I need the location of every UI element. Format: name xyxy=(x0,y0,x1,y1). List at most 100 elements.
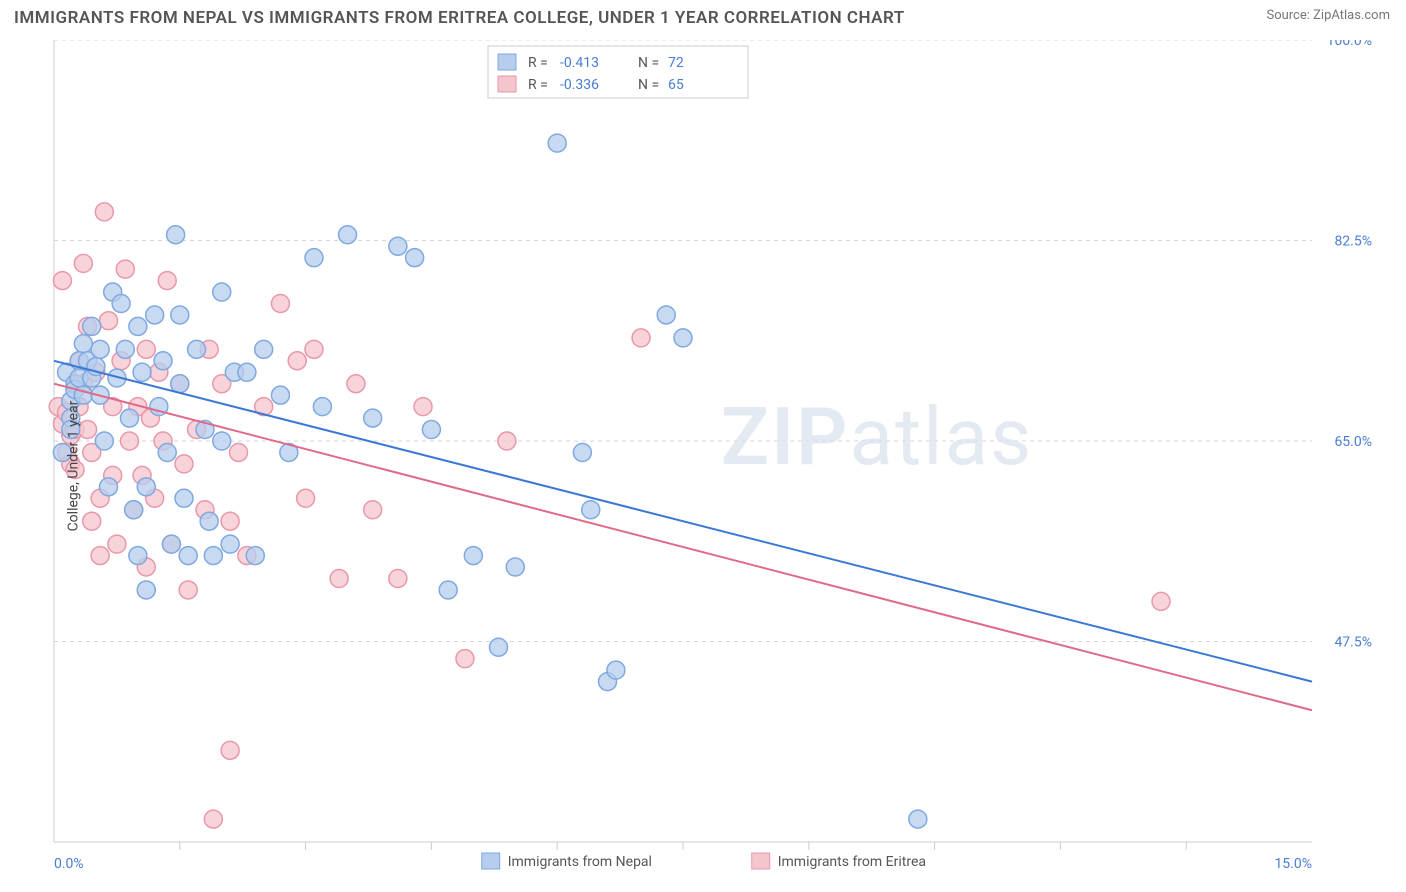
x-tick-label: 15.0% xyxy=(1274,856,1312,872)
data-point xyxy=(129,547,147,565)
data-point xyxy=(116,260,134,278)
data-point xyxy=(389,569,407,587)
data-point xyxy=(204,547,222,565)
data-point xyxy=(167,226,185,244)
y-tick-label: 65.0% xyxy=(1334,434,1372,450)
data-point xyxy=(74,335,92,353)
data-point xyxy=(53,272,71,290)
data-point xyxy=(91,340,109,358)
data-point xyxy=(489,638,507,656)
data-point xyxy=(188,340,206,358)
data-point xyxy=(179,547,197,565)
data-point xyxy=(909,810,927,828)
data-point xyxy=(200,512,218,530)
data-point xyxy=(95,203,113,221)
data-point xyxy=(221,512,239,530)
data-point xyxy=(213,432,231,450)
data-point xyxy=(91,547,109,565)
data-point xyxy=(112,295,130,313)
data-point xyxy=(674,329,692,347)
legend-n-label: N = xyxy=(638,55,659,71)
data-point xyxy=(120,409,138,427)
y-tick-label: 100.0% xyxy=(1327,40,1372,49)
data-point xyxy=(146,306,164,324)
data-point xyxy=(83,512,101,530)
stats-legend-box xyxy=(488,46,748,98)
data-point xyxy=(125,501,143,519)
data-point xyxy=(137,478,155,496)
data-point xyxy=(506,558,524,576)
data-point xyxy=(213,283,231,301)
legend-r-value: -0.336 xyxy=(560,77,599,93)
data-point xyxy=(116,340,134,358)
y-axis-label: College, Under 1 year xyxy=(65,401,81,532)
data-point xyxy=(305,249,323,267)
data-point xyxy=(137,340,155,358)
watermark: ZIPatlas xyxy=(721,390,1034,484)
data-point xyxy=(422,421,440,439)
legend-series-label: Immigrants from Eritrea xyxy=(778,854,926,870)
legend-swatch xyxy=(498,54,516,70)
data-point xyxy=(297,489,315,507)
data-point xyxy=(313,398,331,416)
data-point xyxy=(364,409,382,427)
data-point xyxy=(288,352,306,370)
data-point xyxy=(108,535,126,553)
data-point xyxy=(129,317,147,335)
data-point xyxy=(271,295,289,313)
data-point xyxy=(632,329,650,347)
trend-line xyxy=(54,361,1312,682)
data-point xyxy=(607,661,625,679)
legend-series-label: Immigrants from Nepal xyxy=(508,854,652,870)
data-point xyxy=(582,501,600,519)
data-point xyxy=(230,443,248,461)
data-point xyxy=(255,340,273,358)
legend-swatch xyxy=(482,853,500,869)
data-point xyxy=(171,375,189,393)
data-point xyxy=(364,501,382,519)
data-point xyxy=(221,741,239,759)
data-point xyxy=(1152,592,1170,610)
legend-n-value: 72 xyxy=(668,55,684,71)
legend-r-label: R = xyxy=(528,55,548,71)
data-point xyxy=(414,398,432,416)
data-point xyxy=(464,547,482,565)
data-point xyxy=(158,443,176,461)
data-point xyxy=(498,432,516,450)
data-point xyxy=(238,363,256,381)
data-point xyxy=(246,547,264,565)
data-point xyxy=(548,134,566,152)
data-point xyxy=(162,535,180,553)
legend-swatch xyxy=(752,853,770,869)
legend-swatch xyxy=(498,76,516,92)
data-point xyxy=(158,272,176,290)
data-point xyxy=(456,650,474,668)
data-point xyxy=(657,306,675,324)
correlation-scatter-chart: 47.5%65.0%82.5%100.0%ZIPatlas0.0%15.0%R … xyxy=(14,40,1392,892)
legend-r-value: -0.413 xyxy=(560,55,599,71)
data-point xyxy=(179,581,197,599)
source-label: Source: ZipAtlas.com xyxy=(1266,8,1390,23)
y-tick-label: 82.5% xyxy=(1334,234,1372,250)
y-tick-label: 47.5% xyxy=(1334,635,1372,651)
chart-title: IMMIGRANTS FROM NEPAL VS IMMIGRANTS FROM… xyxy=(14,8,905,28)
data-point xyxy=(120,432,138,450)
data-point xyxy=(154,352,172,370)
data-point xyxy=(389,237,407,255)
data-point xyxy=(204,810,222,828)
legend-n-value: 65 xyxy=(668,77,684,93)
legend-r-label: R = xyxy=(528,77,548,93)
data-point xyxy=(74,254,92,272)
legend-n-label: N = xyxy=(638,77,659,93)
data-point xyxy=(83,317,101,335)
data-point xyxy=(175,489,193,507)
data-point xyxy=(573,443,591,461)
data-point xyxy=(330,569,348,587)
data-point xyxy=(439,581,457,599)
data-point xyxy=(100,478,118,496)
data-point xyxy=(133,363,151,381)
data-point xyxy=(347,375,365,393)
data-point xyxy=(171,306,189,324)
data-point xyxy=(271,386,289,404)
data-point xyxy=(95,432,113,450)
